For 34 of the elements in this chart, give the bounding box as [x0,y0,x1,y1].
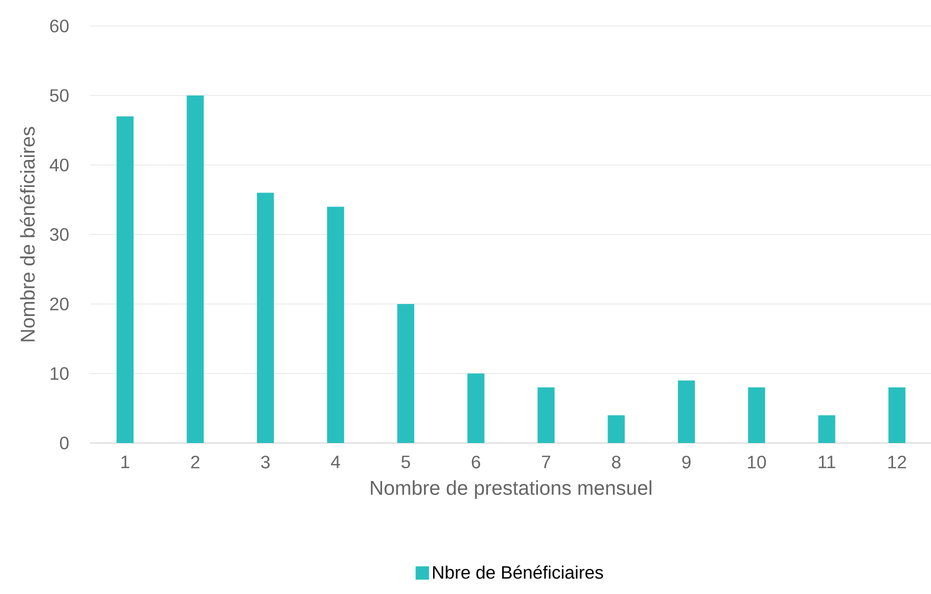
y-tick-label: 50 [50,89,69,102]
y-tick-label: 30 [50,228,69,241]
x-tick-label: 4 [331,456,340,468]
x-tick-label: 11 [818,456,836,468]
bar [888,387,906,443]
bar [818,415,836,443]
bar [608,415,625,443]
x-tick-label: 1 [121,456,130,468]
bar [748,387,766,443]
bar [467,374,484,443]
bar [538,387,555,443]
x-axis-title: Nombre de prestations mensuel [370,480,652,499]
x-tick-label: 5 [401,456,410,468]
bar [327,206,344,443]
bar [397,304,414,443]
bar [678,380,695,443]
x-tick-label: 6 [472,456,480,468]
y-tick-label: 20 [50,298,69,310]
bar [186,96,204,443]
x-tick-label: 2 [191,456,200,468]
bar [116,116,134,443]
legend-label: Nbre de Bénéficiaires [433,565,604,579]
x-tick-label: 7 [542,456,550,468]
y-tick-label: 10 [50,367,69,380]
y-tick-label: 60 [50,20,69,32]
y-tick-label: 0 [60,436,69,450]
y-axis-title: Nombre de bénéficiaires [20,126,35,342]
x-tick-label: 12 [888,456,906,468]
x-tick-label: 3 [261,456,270,468]
bar [256,192,274,443]
x-tick-label: 10 [748,456,766,468]
x-tick-label: 9 [682,456,691,468]
x-tick-label: 8 [612,456,620,468]
y-tick-label: 40 [50,158,69,172]
